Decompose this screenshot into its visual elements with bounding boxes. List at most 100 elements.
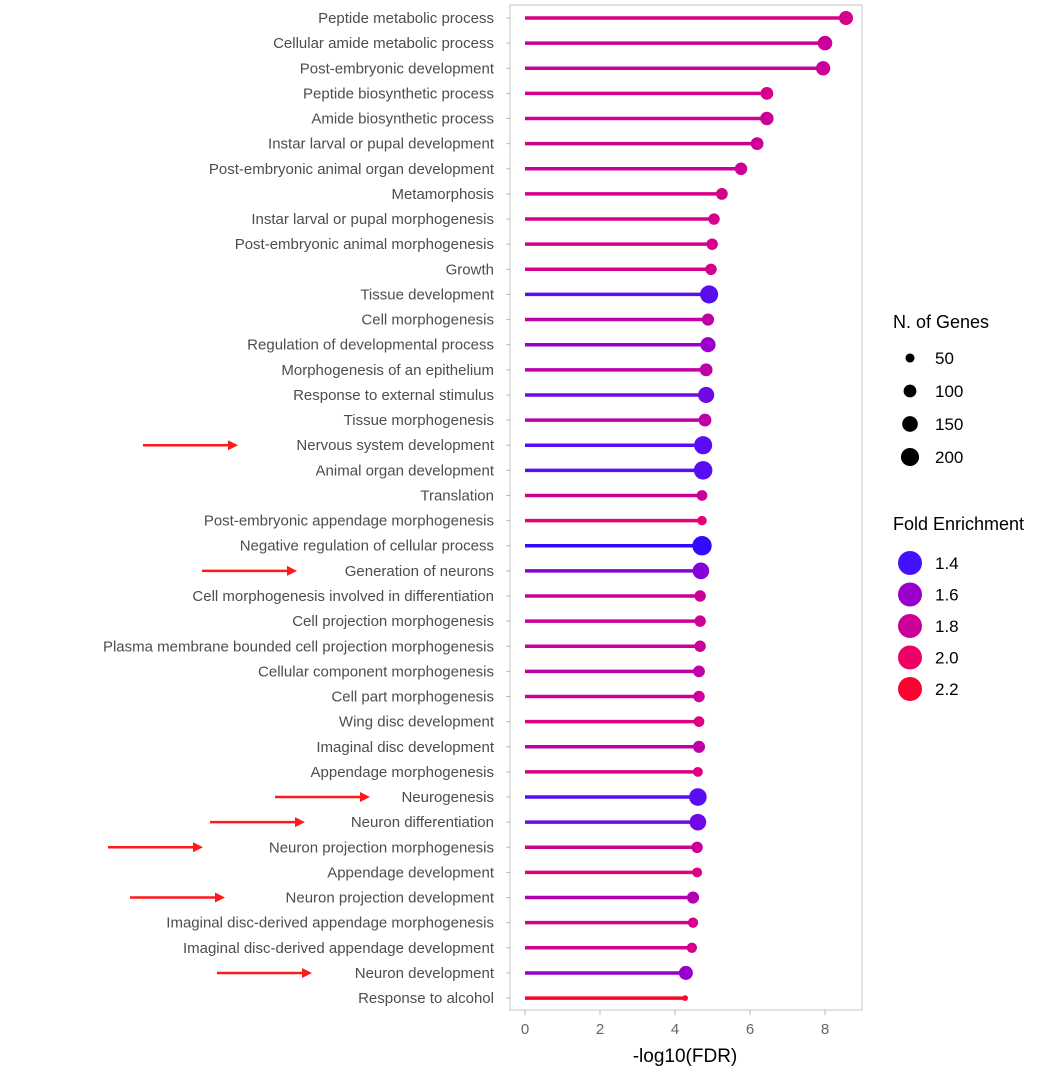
lollipop-row: Cell projection morphogenesis <box>292 613 706 630</box>
point <box>694 640 706 652</box>
size-legend-key <box>902 416 918 432</box>
size-legend-label: 200 <box>935 448 963 467</box>
point <box>750 137 764 151</box>
lollipop-row: Tissue morphogenesis <box>344 412 712 429</box>
color-legend-key <box>898 614 922 638</box>
lollipop-row: Cellular component morphogenesis <box>258 663 705 680</box>
lollipop-row: Cell morphogenesis <box>361 312 715 329</box>
lollipop-row: Translation <box>420 487 708 504</box>
x-tick-label: 2 <box>596 1021 604 1038</box>
lollipop-row: Regulation of developmental process <box>247 337 716 354</box>
point <box>692 536 712 556</box>
category-label: Regulation of developmental process <box>247 337 494 354</box>
category-label: Cell projection morphogenesis <box>292 613 494 630</box>
plot-panel <box>509 4 863 1011</box>
lollipop-row: Appendage morphogenesis <box>311 764 703 781</box>
point <box>692 562 710 580</box>
point <box>694 590 706 602</box>
point <box>693 665 705 678</box>
point <box>701 313 715 326</box>
category-label: Imaginal disc-derived appendage morphoge… <box>166 915 494 932</box>
lollipop-row: Imaginal disc-derived appendage morphoge… <box>166 915 699 932</box>
point <box>689 788 707 806</box>
x-tick-label: 0 <box>521 1021 529 1038</box>
lollipop-row: Metamorphosis <box>391 186 728 203</box>
category-label: Cellular component morphogenesis <box>258 663 494 680</box>
point <box>700 285 719 304</box>
lollipop-row: Response to external stimulus <box>293 386 715 404</box>
lollipop-row: Animal organ development <box>316 461 713 480</box>
lollipop-row: Neurogenesis <box>275 788 707 806</box>
arrow-head-icon <box>360 792 370 803</box>
category-label: Neuron projection development <box>286 890 495 907</box>
color-legend-label: 1.8 <box>935 617 959 636</box>
category-label: Neuron differentiation <box>351 814 494 831</box>
x-axis-title: -log10(FDR) <box>633 1046 738 1067</box>
color-legend-label: 2.0 <box>935 649 959 668</box>
category-label: Neuron projection morphogenesis <box>269 839 494 856</box>
x-tick-label: 6 <box>746 1021 754 1038</box>
category-label: Instar larval or pupal morphogenesis <box>251 211 494 228</box>
point <box>698 413 712 427</box>
point <box>693 461 713 480</box>
point <box>689 813 707 831</box>
category-label: Post-embryonic development <box>300 60 495 77</box>
lollipop-row: Cellular amide metabolic process <box>273 35 833 52</box>
category-label: Cell morphogenesis <box>361 312 494 329</box>
lollipop-row: Instar larval or pupal morphogenesis <box>251 211 720 228</box>
category-label: Peptide biosynthetic process <box>303 85 494 102</box>
color-legend-label: 2.2 <box>935 680 959 699</box>
arrow-head-icon <box>193 842 203 853</box>
point <box>687 917 699 928</box>
size-legend-label: 50 <box>935 349 954 368</box>
point <box>760 86 774 100</box>
lollipop-row: Post-embryonic development <box>300 60 831 77</box>
category-label: Amide biosynthetic process <box>311 111 494 128</box>
lollipop-row: Response to alcohol <box>358 990 688 1007</box>
category-label: Imaginal disc-derived appendage developm… <box>183 940 495 957</box>
category-label: Post-embryonic appendage morphogenesis <box>204 513 494 530</box>
lollipop-row: Imaginal disc-derived appendage developm… <box>183 940 698 957</box>
category-label: Neurogenesis <box>401 789 494 806</box>
lollipop-row: Imaginal disc development <box>316 739 706 756</box>
lollipop-row: Neuron development <box>217 965 693 982</box>
category-label: Animal organ development <box>316 462 495 479</box>
lollipop-row: Growth <box>446 261 717 278</box>
category-label: Generation of neurons <box>345 563 494 580</box>
point <box>700 337 716 353</box>
arrow-head-icon <box>302 967 312 978</box>
lollipop-row: Wing disc development <box>339 714 705 731</box>
size-legend-title: N. of Genes <box>893 312 989 332</box>
point <box>692 740 706 753</box>
category-label: Metamorphosis <box>391 186 494 203</box>
color-legend-key <box>898 582 922 607</box>
category-label: Tissue morphogenesis <box>344 412 494 429</box>
category-label: Negative regulation of cellular process <box>240 538 494 555</box>
point <box>699 363 713 377</box>
lollipop-row: Neuron projection development <box>130 890 700 907</box>
category-label: Response to external stimulus <box>293 387 494 404</box>
lollipop-row: Post-embryonic animal organ development <box>209 161 748 178</box>
category-label: Nervous system development <box>296 437 494 454</box>
color-legend-key <box>898 551 922 575</box>
category-label: Cellular amide metabolic process <box>273 35 494 52</box>
category-label: Plasma membrane bounded cell projection … <box>103 638 494 655</box>
color-legend-key <box>898 645 922 670</box>
category-label: Growth <box>446 261 494 278</box>
point <box>697 515 707 526</box>
point <box>694 615 706 627</box>
point <box>760 111 774 126</box>
arrow-head-icon <box>287 565 297 576</box>
point <box>692 867 703 878</box>
lollipop-row: Amide biosynthetic process <box>311 111 774 128</box>
category-label: Tissue development <box>360 286 495 303</box>
size-legend-label: 150 <box>935 415 963 434</box>
color-legend-label: 1.6 <box>935 586 959 605</box>
point <box>694 436 713 455</box>
x-tick-label: 8 <box>821 1021 829 1038</box>
lollipop-row: Instar larval or pupal development <box>268 136 764 153</box>
point <box>691 841 703 854</box>
point <box>693 690 705 703</box>
category-label: Post-embryonic animal organ development <box>209 161 495 178</box>
lollipop-row: Peptide metabolic process <box>318 10 854 27</box>
